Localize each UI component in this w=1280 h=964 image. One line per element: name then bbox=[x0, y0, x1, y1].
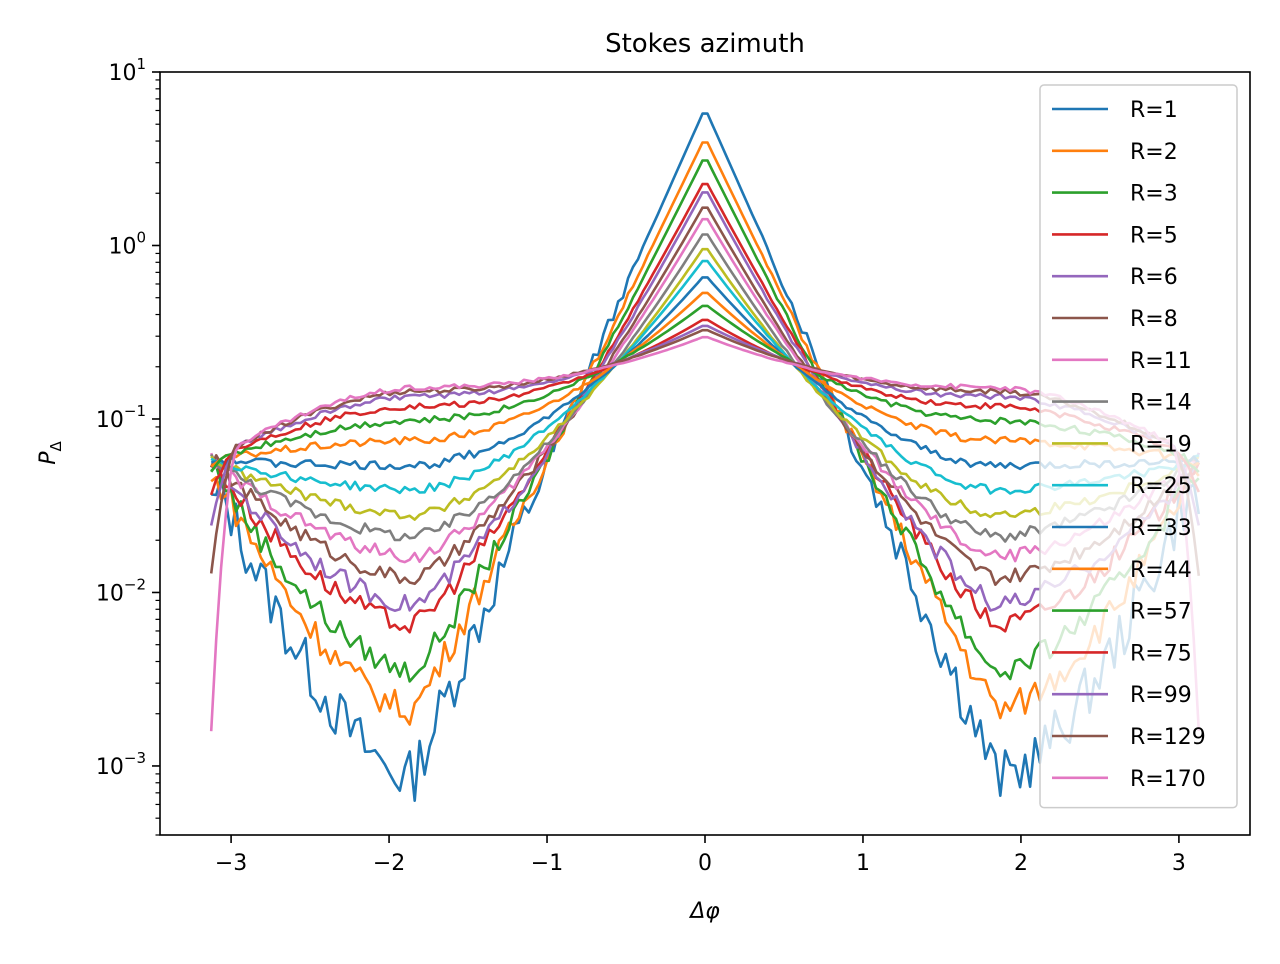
legend-label: R=19 bbox=[1130, 432, 1192, 457]
legend-label: R=8 bbox=[1130, 307, 1178, 332]
series-line-r-75 bbox=[209, 318, 1200, 496]
legend: R=1 R=2 R=3 R=5 R=6 R=8 R=11 R=14 R=19 R=25 R=33 R=… bbox=[1039, 84, 1238, 809]
y-tick-label: 101 bbox=[108, 55, 146, 86]
legend-label: R=14 bbox=[1130, 391, 1192, 416]
x-tick-label: 1 bbox=[856, 851, 870, 876]
legend-label: R=6 bbox=[1130, 265, 1178, 290]
legend-label: R=33 bbox=[1130, 516, 1192, 541]
series-line-r-33 bbox=[211, 276, 1200, 471]
legend-label: R=1 bbox=[1130, 98, 1178, 123]
series-line-r-2 bbox=[210, 141, 1200, 726]
series-line-r-8 bbox=[210, 206, 1200, 586]
series-line-r-19 bbox=[210, 247, 1199, 521]
y-axis-title-subscript: Δ bbox=[47, 440, 65, 451]
legend-label: R=170 bbox=[1130, 767, 1206, 792]
legend-label: R=11 bbox=[1130, 349, 1192, 374]
legend-label: R=3 bbox=[1130, 182, 1178, 207]
legend-label: R=44 bbox=[1130, 558, 1192, 583]
series-line-r-5 bbox=[210, 182, 1200, 634]
series-line-r-170 bbox=[209, 335, 1201, 732]
legend-label: R=99 bbox=[1130, 683, 1192, 708]
legend-label: R=129 bbox=[1130, 725, 1206, 750]
series-line-r-25 bbox=[210, 259, 1200, 495]
x-axis: −3 −2 −1 0 1 2 3 bbox=[215, 835, 1186, 876]
y-axis: 10−3 10−2 10−1 100 101 bbox=[96, 55, 160, 836]
y-axis-title-main: P bbox=[36, 451, 61, 465]
legend-label: R=25 bbox=[1130, 474, 1192, 499]
series-line-r-44 bbox=[210, 291, 1200, 468]
x-tick-label: −2 bbox=[373, 851, 405, 876]
x-axis-title: Δφ bbox=[688, 899, 720, 924]
x-tick-label: 0 bbox=[698, 851, 712, 876]
series-layer bbox=[209, 112, 1201, 802]
series-line-r-3 bbox=[210, 159, 1200, 683]
legend-label: R=57 bbox=[1130, 600, 1192, 625]
svg-text:PΔ: PΔ bbox=[36, 440, 65, 464]
series-line-r-11 bbox=[209, 217, 1200, 564]
y-tick-label: 10−1 bbox=[96, 402, 146, 433]
x-tick-label: −3 bbox=[215, 851, 247, 876]
series-line-r-129 bbox=[209, 328, 1201, 576]
x-tick-label: −1 bbox=[531, 851, 563, 876]
series-line-r-57 bbox=[210, 304, 1200, 474]
x-tick-label: 3 bbox=[1172, 851, 1186, 876]
y-axis-title: PΔ bbox=[36, 440, 65, 464]
series-line-r-1 bbox=[211, 112, 1201, 802]
series-line-r-14 bbox=[210, 233, 1200, 543]
legend-label: R=75 bbox=[1130, 641, 1192, 666]
y-tick-label: 10−3 bbox=[96, 749, 146, 780]
y-tick-label: 10−2 bbox=[96, 575, 146, 606]
chart-title: Stokes azimuth bbox=[605, 29, 805, 59]
y-tick-label: 100 bbox=[108, 228, 146, 259]
legend-label: R=5 bbox=[1130, 223, 1178, 248]
legend-label: R=2 bbox=[1130, 140, 1178, 165]
x-tick-label: 2 bbox=[1014, 851, 1028, 876]
series-line-r-99 bbox=[209, 324, 1201, 526]
legend-box bbox=[1039, 84, 1238, 809]
series-line-r-6 bbox=[210, 191, 1201, 612]
